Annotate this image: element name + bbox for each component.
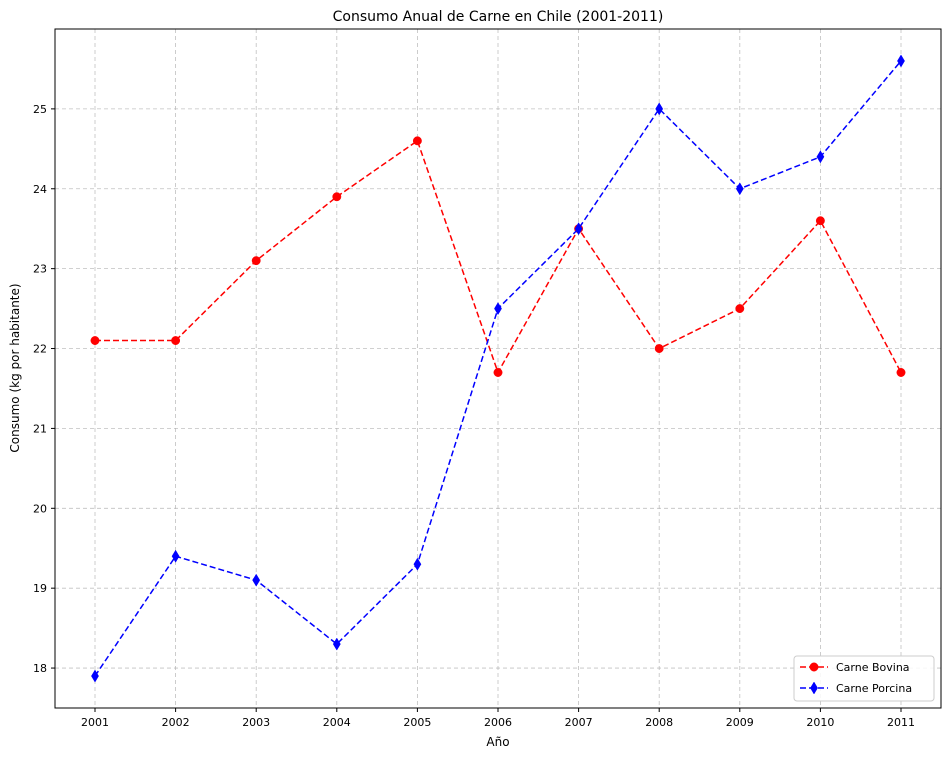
y-axis-label: Consumo (kg por habitante) [8,283,22,452]
y-tick-label: 18 [33,662,47,675]
x-tick-label: 2008 [645,716,673,729]
data-point [655,102,664,116]
x-axis-ticks: 2001 2002 2003 2004 2005 2006 2007 2008 2009 2010… [81,708,915,729]
grid [55,29,941,708]
x-tick-label: 2002 [162,716,190,729]
x-tick-label: 2010 [806,716,834,729]
x-tick-label: 2001 [81,716,109,729]
x-axis-label: Año [486,735,509,749]
data-point [413,557,422,571]
legend-label: Carne Porcina [836,682,912,695]
x-tick-label: 2003 [242,716,270,729]
data-point [171,549,180,563]
legend-marker [810,681,818,695]
legend-marker [809,662,819,672]
data-point [412,136,422,146]
data-point [332,192,342,202]
data-point [735,182,744,196]
x-tick-label: 2009 [726,716,754,729]
y-tick-label: 19 [33,582,47,595]
data-point [90,336,100,345]
data-point [171,336,181,345]
y-axis-ticks: 18 19 20 21 22 23 24 25 [33,103,55,675]
data-point [735,304,745,314]
x-tick-label: 2011 [887,716,915,729]
data-point [251,256,261,266]
chart-title: Consumo Anual de Carne en Chile (2001-20… [333,9,664,25]
data-point [574,222,583,236]
y-tick-label: 23 [33,263,47,276]
series-carne-bovina [90,136,906,377]
x-tick-label: 2004 [323,716,351,729]
y-tick-label: 24 [33,183,47,196]
data-point [896,368,906,377]
series-layer [90,54,906,683]
data-point [252,573,261,587]
data-point [654,344,664,353]
data-point [91,669,99,683]
legend-item: Carne Bovina [800,661,910,674]
x-tick-label: 2005 [403,716,431,729]
y-tick-label: 21 [33,422,47,435]
data-point [897,54,905,68]
series-carne-porcina [91,54,905,683]
legend-item: Carne Porcina [800,681,912,695]
y-tick-label: 20 [33,502,47,515]
y-tick-label: 25 [33,103,47,116]
legend-label: Carne Bovina [836,661,910,674]
data-point [494,302,502,316]
data-point [493,368,503,377]
data-point [816,150,825,164]
legend-box [793,655,935,702]
data-point [332,637,341,651]
x-tick-label: 2006 [484,716,512,729]
legend: Carne Bovina Carne Porcina [793,655,935,702]
y-tick-label: 22 [33,343,47,356]
data-point [815,216,825,226]
x-tick-label: 2007 [565,716,593,729]
